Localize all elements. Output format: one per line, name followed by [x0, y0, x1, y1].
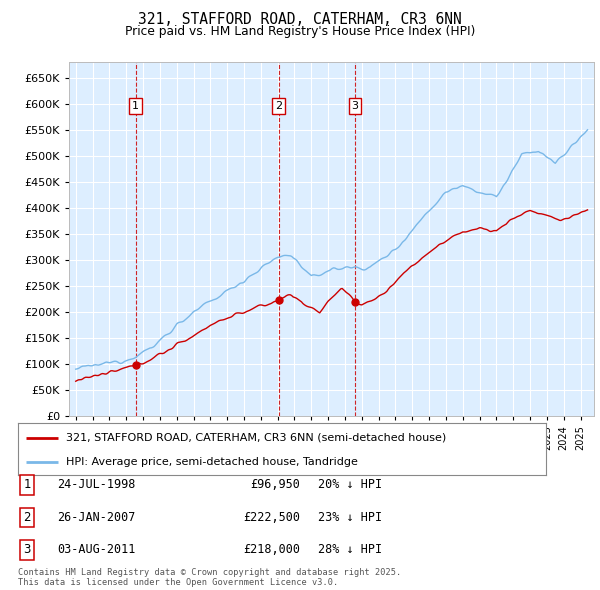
Text: 20% ↓ HPI: 20% ↓ HPI	[318, 478, 382, 491]
Text: 26-JAN-2007: 26-JAN-2007	[57, 511, 136, 524]
Text: 03-AUG-2011: 03-AUG-2011	[57, 543, 136, 556]
Text: 1: 1	[132, 101, 139, 111]
Text: Price paid vs. HM Land Registry's House Price Index (HPI): Price paid vs. HM Land Registry's House …	[125, 25, 475, 38]
Text: Contains HM Land Registry data © Crown copyright and database right 2025.
This d: Contains HM Land Registry data © Crown c…	[18, 568, 401, 587]
Text: £222,500: £222,500	[243, 511, 300, 524]
Text: 1: 1	[23, 478, 31, 491]
Text: 28% ↓ HPI: 28% ↓ HPI	[318, 543, 382, 556]
Text: 3: 3	[23, 543, 31, 556]
Text: 2: 2	[23, 511, 31, 524]
Text: 2: 2	[275, 101, 283, 111]
Text: 321, STAFFORD ROAD, CATERHAM, CR3 6NN: 321, STAFFORD ROAD, CATERHAM, CR3 6NN	[138, 12, 462, 27]
Text: 321, STAFFORD ROAD, CATERHAM, CR3 6NN (semi-detached house): 321, STAFFORD ROAD, CATERHAM, CR3 6NN (s…	[65, 432, 446, 442]
Text: 23% ↓ HPI: 23% ↓ HPI	[318, 511, 382, 524]
Text: £96,950: £96,950	[250, 478, 300, 491]
Text: 3: 3	[352, 101, 358, 111]
Text: 24-JUL-1998: 24-JUL-1998	[57, 478, 136, 491]
Text: HPI: Average price, semi-detached house, Tandridge: HPI: Average price, semi-detached house,…	[65, 457, 358, 467]
Text: £218,000: £218,000	[243, 543, 300, 556]
